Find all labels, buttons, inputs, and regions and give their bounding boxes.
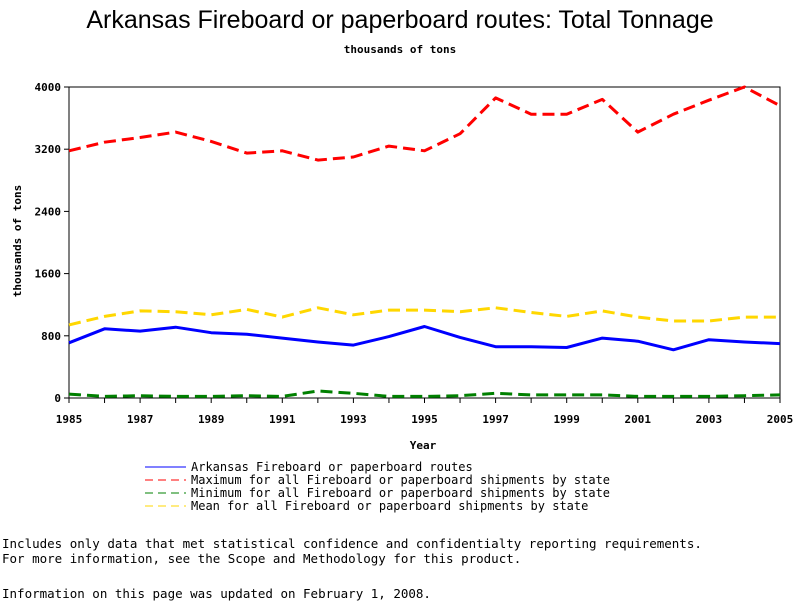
y-tick-label: 800 bbox=[41, 330, 61, 343]
y-tick-label: 0 bbox=[54, 392, 61, 405]
x-tick-label: 1989 bbox=[198, 413, 225, 426]
legend-item-arkansas-routes-label: Arkansas Fireboard or paperboard routes bbox=[191, 460, 473, 474]
footnote-confidence: Includes only data that met statistical … bbox=[2, 536, 702, 551]
x-tick-label: 1999 bbox=[553, 413, 580, 426]
x-tick-label: 2003 bbox=[696, 413, 723, 426]
x-tick-label: 1997 bbox=[482, 413, 509, 426]
y-tick-label: 2400 bbox=[35, 205, 62, 218]
y-tick-label: 3200 bbox=[35, 143, 62, 156]
footnote-methodology: For more information, see the Scope and … bbox=[2, 551, 522, 566]
series-lines bbox=[68, 85, 781, 398]
legend-item-minimum-label: Minimum for all Fireboard or paperboard … bbox=[191, 486, 610, 500]
x-tick-label: 2005 bbox=[767, 413, 794, 426]
x-tick-label: 2001 bbox=[625, 413, 652, 426]
chart-subtitle: thousands of tons bbox=[343, 43, 457, 56]
x-axis-label: Year bbox=[410, 439, 437, 452]
legend-item-maximum-label: Maximum for all Fireboard or paperboard … bbox=[191, 473, 610, 487]
x-axis-ticks: 1985 1987 1989 1991 1993 1995 1997 1999 2001 2003… bbox=[56, 398, 794, 426]
legend: Arkansas Fireboard or paperboard routesM… bbox=[145, 460, 610, 513]
chart-title: Arkansas Fireboard or paperboard routes:… bbox=[86, 6, 714, 34]
x-tick-label: 1991 bbox=[269, 413, 296, 426]
x-tick-label: 1985 bbox=[56, 413, 83, 426]
series-line-mean bbox=[68, 306, 780, 327]
x-tick-label: 1993 bbox=[340, 413, 367, 426]
series-line-minimum bbox=[68, 389, 781, 398]
y-axis-label: thousands of tons bbox=[11, 185, 24, 298]
footnote-updated: Information on this page was updated on … bbox=[2, 586, 431, 601]
y-tick-label: 1600 bbox=[35, 268, 62, 281]
x-tick-label: 1995 bbox=[411, 413, 438, 426]
y-axis-ticks: 0 800 1600 2400 3200 4000 bbox=[35, 81, 69, 405]
x-tick-label: 1987 bbox=[127, 413, 154, 426]
series-line-maximum bbox=[68, 85, 781, 162]
y-tick-label: 4000 bbox=[35, 81, 62, 94]
legend-item-mean-label: Mean for all Fireboard or paperboard shi… bbox=[191, 499, 588, 513]
series-line-arkansas-routes bbox=[68, 325, 781, 352]
